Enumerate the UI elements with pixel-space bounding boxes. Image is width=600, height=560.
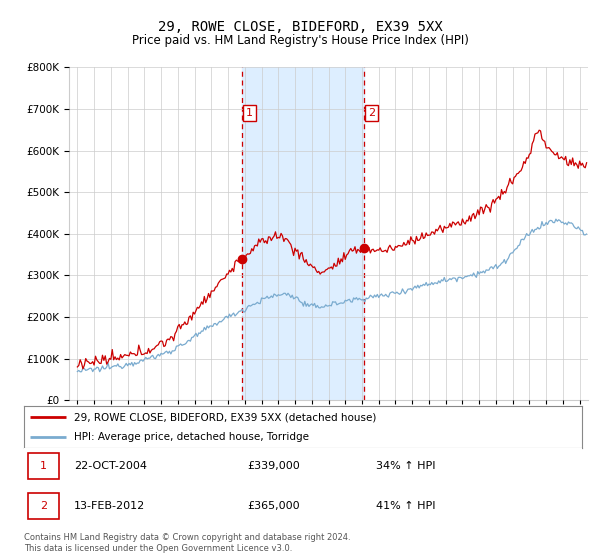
Text: HPI: Average price, detached house, Torridge: HPI: Average price, detached house, Torr… xyxy=(74,432,309,442)
Text: 2: 2 xyxy=(40,501,47,511)
Text: 13-FEB-2012: 13-FEB-2012 xyxy=(74,501,145,511)
Text: 1: 1 xyxy=(246,108,253,118)
Text: 29, ROWE CLOSE, BIDEFORD, EX39 5XX (detached house): 29, ROWE CLOSE, BIDEFORD, EX39 5XX (deta… xyxy=(74,412,377,422)
Text: Contains HM Land Registry data © Crown copyright and database right 2024.
This d: Contains HM Land Registry data © Crown c… xyxy=(24,533,350,553)
Text: 29, ROWE CLOSE, BIDEFORD, EX39 5XX: 29, ROWE CLOSE, BIDEFORD, EX39 5XX xyxy=(158,20,442,34)
Text: £339,000: £339,000 xyxy=(247,461,300,471)
FancyBboxPatch shape xyxy=(28,453,59,479)
Text: 1: 1 xyxy=(40,461,47,471)
Text: 34% ↑ HPI: 34% ↑ HPI xyxy=(376,461,435,471)
Text: £365,000: £365,000 xyxy=(247,501,300,511)
FancyBboxPatch shape xyxy=(28,493,59,520)
Bar xyxy=(242,67,364,400)
Text: 41% ↑ HPI: 41% ↑ HPI xyxy=(376,501,435,511)
Text: Price paid vs. HM Land Registry's House Price Index (HPI): Price paid vs. HM Land Registry's House … xyxy=(131,34,469,46)
Text: 22-OCT-2004: 22-OCT-2004 xyxy=(74,461,147,471)
Text: 2: 2 xyxy=(368,108,376,118)
